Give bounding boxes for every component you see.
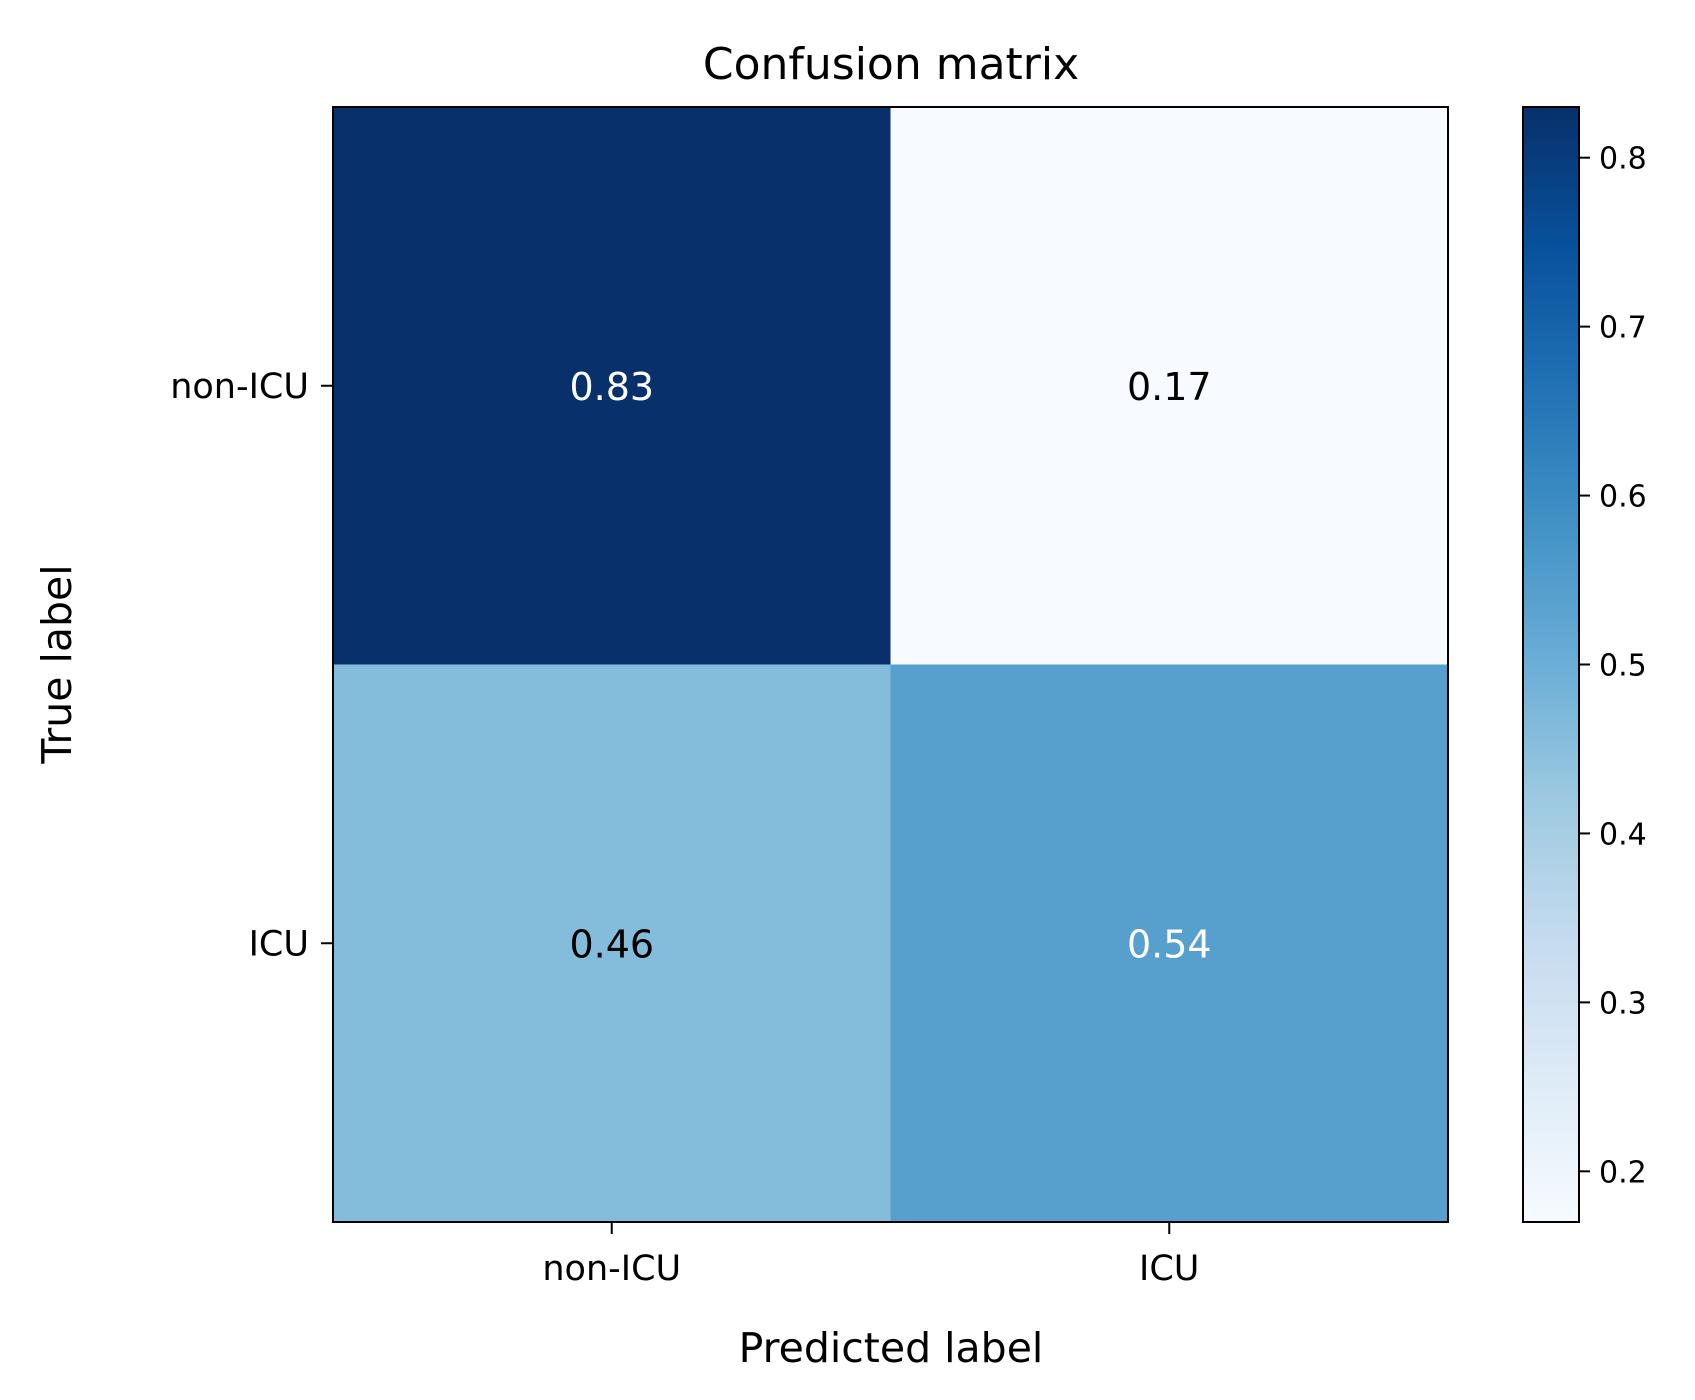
cell-value-label: 0.46 bbox=[569, 922, 654, 966]
colorbar-tick-label: 0.7 bbox=[1599, 311, 1647, 346]
heatmap-cell bbox=[333, 664, 891, 1223]
plot-frame bbox=[332, 106, 1449, 1223]
y-tick-label: non-ICU bbox=[170, 367, 309, 407]
x-axis-ticks: non-ICU ICU bbox=[542, 1222, 1199, 1289]
cell-value-label: 0.54 bbox=[1127, 922, 1212, 966]
heatmap-cell bbox=[890, 107, 1449, 665]
y-axis-ticks: non-ICU ICU bbox=[170, 367, 333, 964]
x-tick-label: non-ICU bbox=[542, 1249, 681, 1289]
chart-title: Confusion matrix bbox=[703, 39, 1079, 90]
colorbar-tick-label: 0.3 bbox=[1599, 986, 1647, 1021]
colorbar-tick-label: 0.2 bbox=[1599, 1155, 1647, 1190]
colorbar-tick-label: 0.6 bbox=[1599, 480, 1647, 515]
cell-value-label: 0.17 bbox=[1127, 365, 1212, 409]
colorbar-tick-label: 0.5 bbox=[1599, 649, 1647, 684]
cell-value-label: 0.83 bbox=[569, 365, 654, 409]
x-axis-label: Predicted label bbox=[739, 1324, 1044, 1372]
colorbar-tick-label: 0.8 bbox=[1599, 142, 1647, 177]
colorbar-ticks: 0.2 0.3 0.4 0.5 0.6 0.7 0.8 bbox=[1579, 142, 1647, 1190]
y-axis-label: True label bbox=[33, 564, 81, 764]
x-tick-label: ICU bbox=[1139, 1249, 1199, 1289]
colorbar bbox=[1523, 107, 1579, 1222]
colorbar-tick-label: 0.4 bbox=[1599, 817, 1647, 852]
heatmap-cells bbox=[333, 107, 1449, 1223]
heatmap-cell bbox=[333, 107, 891, 665]
heatmap-cell bbox=[890, 664, 1449, 1223]
heatmap-value-labels: 0.83 0.17 0.46 0.54 bbox=[569, 365, 1211, 967]
y-tick-label: ICU bbox=[249, 924, 309, 964]
